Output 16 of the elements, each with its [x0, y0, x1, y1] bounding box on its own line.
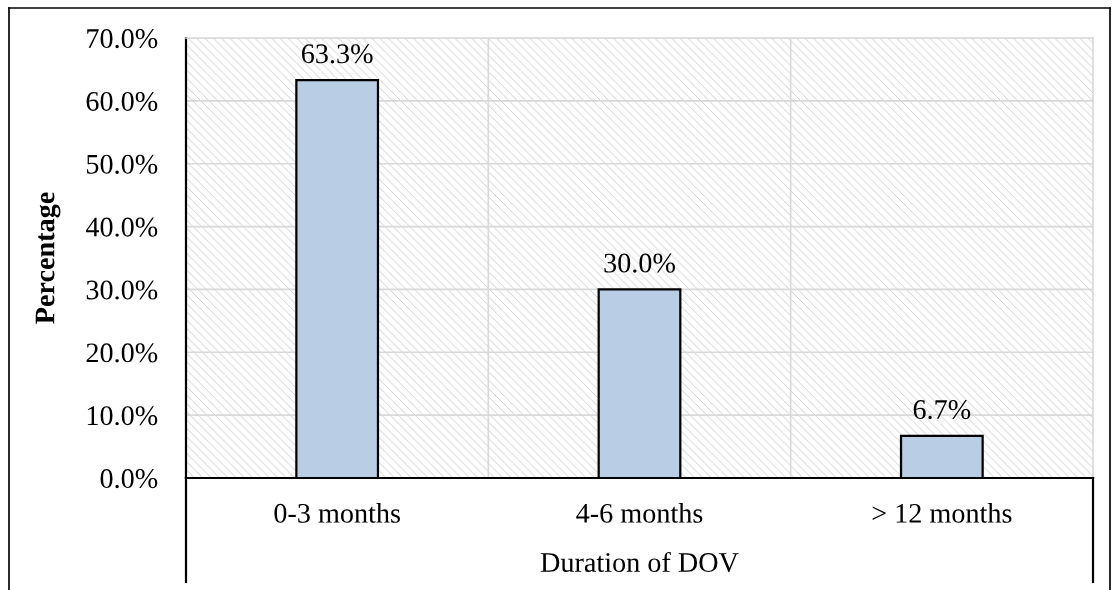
y-tick-label: 30.0%: [86, 280, 158, 300]
data-label: 30.0%: [604, 253, 675, 273]
y-tick-label: 40.0%: [85, 217, 158, 237]
y-tick-label: 70.0%: [87, 29, 158, 49]
y-tick-label: 0.0%: [100, 469, 158, 489]
x-tick-label: > 12 months: [872, 503, 1012, 523]
y-tick-label: 60.0%: [86, 91, 158, 112]
x-tick-label: 0-3 months: [274, 503, 400, 523]
data-label: 63.3%: [301, 44, 373, 64]
y-tick-label: 10.0%: [87, 406, 158, 426]
x-tick-label: 4-6 months: [576, 503, 703, 523]
y-tick-label: 50.0%: [87, 154, 158, 174]
data-label: 6.7%: [913, 400, 971, 420]
y-tick-label: 20.0%: [86, 343, 158, 363]
y-axis-title: Percentage: [35, 192, 61, 324]
x-axis-title: Duration of DOV: [540, 551, 739, 573]
